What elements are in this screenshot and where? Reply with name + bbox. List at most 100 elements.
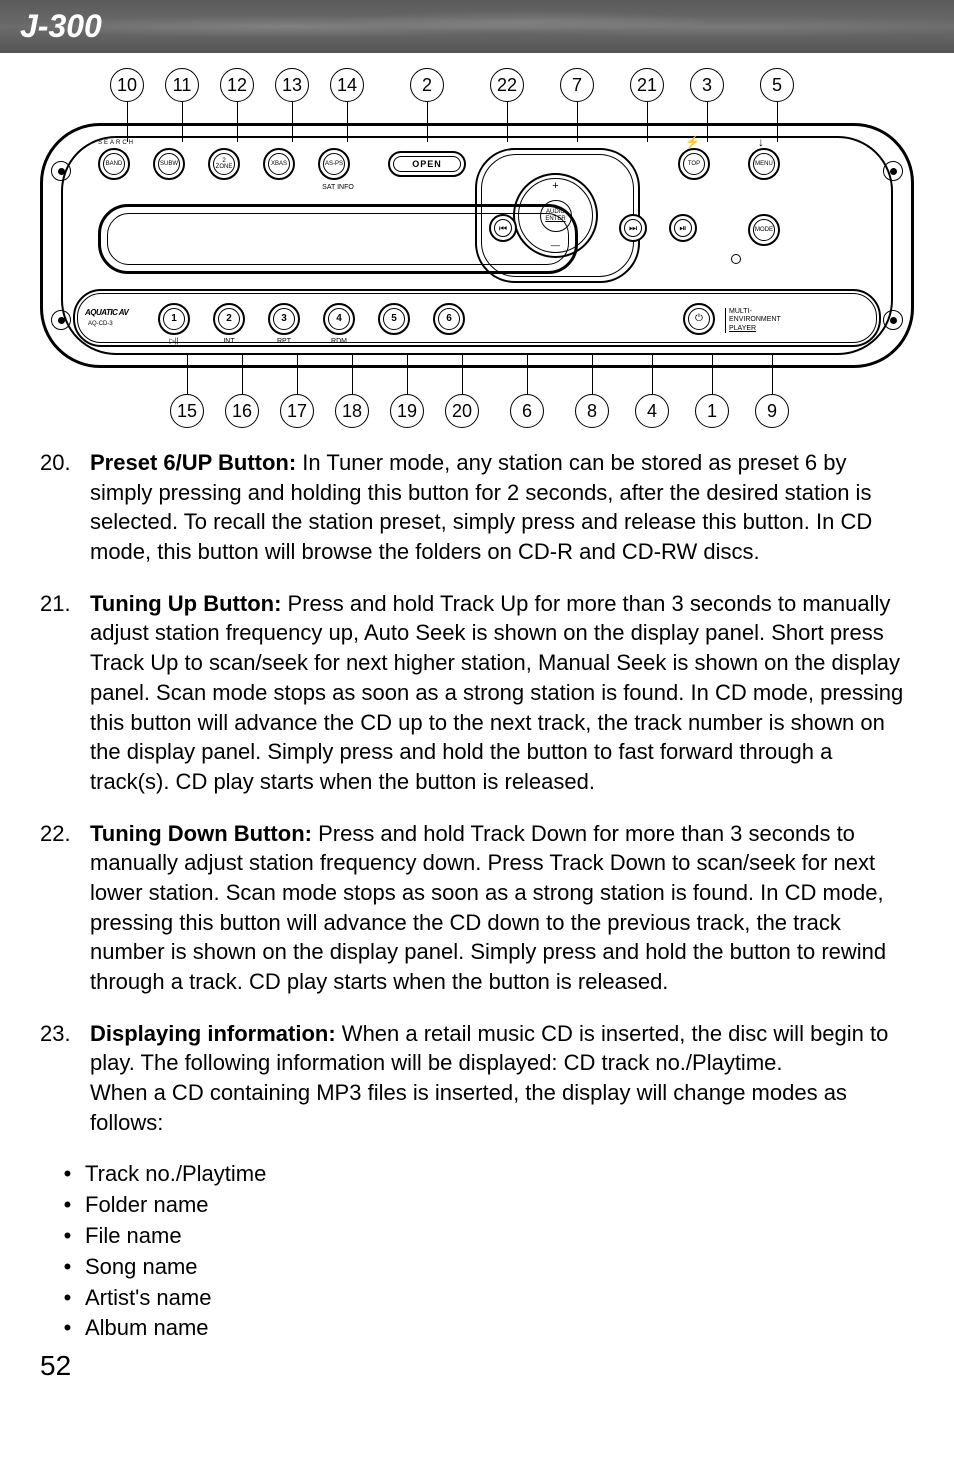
item-title: Preset 6/UP Button:	[90, 450, 296, 475]
nav-icon: ⏭	[624, 219, 642, 237]
preset-4[interactable]: 4	[323, 303, 355, 335]
screw-tr	[883, 161, 903, 181]
brand-label: AQUATIC AV	[85, 308, 128, 317]
preset-label: 1	[163, 308, 185, 330]
mode-knob[interactable]: MODE	[748, 214, 780, 246]
item-title: Tuning Up Button:	[90, 591, 281, 616]
screw-tl	[51, 161, 71, 181]
item-number: 22.	[40, 819, 90, 997]
knob-label: XBAS	[268, 153, 290, 175]
knob-label: 2 ZONE	[213, 153, 235, 175]
callout-row-top: 101112131422272135	[40, 68, 914, 102]
knob-label: BAND	[103, 153, 125, 175]
callout-14: 14	[330, 68, 364, 102]
bullet-item: Song name	[50, 1252, 914, 1283]
power-knob[interactable]: ⏻	[683, 303, 715, 335]
callout-line	[182, 102, 183, 142]
callout-10: 10	[110, 68, 144, 102]
multi-l1: MULTI-	[729, 308, 752, 315]
knob-label: TOP	[683, 153, 705, 175]
callout-line	[772, 354, 773, 394]
callout-4: 4	[635, 394, 669, 428]
screw-bl	[51, 310, 71, 330]
open-button[interactable]: OPEN	[388, 151, 466, 177]
callout-16: 16	[225, 394, 259, 428]
callout-13: 13	[275, 68, 309, 102]
power-icon: ⏻	[695, 314, 703, 324]
item-23: 23.Displaying information: When a retail…	[40, 1019, 914, 1138]
callout-2: 2	[410, 68, 444, 102]
item-title: Tuning Down Button:	[90, 821, 312, 846]
knob-xbas[interactable]: XBAS	[263, 148, 295, 180]
callout-line	[352, 354, 353, 394]
item-21: 21.Tuning Up Button: Press and hold Trac…	[40, 589, 914, 797]
preset-5[interactable]: 5	[378, 303, 410, 335]
knob-menu[interactable]: MENU	[748, 148, 780, 180]
item-number: 20.	[40, 448, 90, 567]
callout-line	[242, 354, 243, 394]
item-20: 20.Preset 6/UP Button: In Tuner mode, an…	[40, 448, 914, 567]
callout-line	[237, 102, 238, 142]
preset-label: 3	[273, 308, 295, 330]
device-panel: SEARCH BANDSUBW2 ZONEXBASAS-PS SAT INFO …	[40, 123, 914, 368]
item-body: Preset 6/UP Button: In Tuner mode, any s…	[90, 448, 914, 567]
callout-18: 18	[335, 394, 369, 428]
antenna-icon-1: ⚡	[685, 136, 700, 148]
callout-19: 19	[390, 394, 424, 428]
callout-3: 3	[690, 68, 724, 102]
device-diagram: 101112131422272135 15161718192068419 SEA…	[40, 68, 914, 428]
knob-top[interactable]: TOP	[678, 148, 710, 180]
callout-line	[297, 354, 298, 394]
callout-line	[527, 354, 528, 394]
knob-label: MENU	[753, 153, 775, 175]
callout-line	[577, 102, 578, 142]
callout-line	[507, 102, 508, 142]
callout-line	[592, 354, 593, 394]
callout-line	[777, 102, 778, 142]
callout-9: 9	[755, 394, 789, 428]
multi-env-label: MULTI- ENVIRONMENT PLAYER	[725, 308, 781, 333]
callout-row-bottom: 15161718192068419	[40, 394, 914, 428]
preset-3[interactable]: 3	[268, 303, 300, 335]
callout-line	[127, 102, 128, 142]
callout-7: 7	[560, 68, 594, 102]
preset-2[interactable]: 2	[213, 303, 245, 335]
knob-as-ps[interactable]: AS-PS	[318, 148, 350, 180]
nav-knob[interactable]: ⏭	[619, 214, 647, 242]
callout-line	[707, 102, 708, 142]
item-body: Displaying information: When a retail mu…	[90, 1019, 914, 1138]
callout-15: 15	[170, 394, 204, 428]
page-number: 52	[40, 1350, 914, 1382]
bullet-item: Track no./Playtime	[50, 1159, 914, 1190]
nav-icon: ⏯	[674, 219, 692, 237]
callout-line	[462, 354, 463, 394]
callout-21: 21	[630, 68, 664, 102]
knob-subw[interactable]: SUBW	[153, 148, 185, 180]
preset-6[interactable]: 6	[433, 303, 465, 335]
search-arc-label: SEARCH	[98, 140, 135, 146]
preset-label: 5	[383, 308, 405, 330]
preset-sublabel: INT	[213, 338, 245, 345]
item-number: 23.	[40, 1019, 90, 1138]
model-name: J-300	[20, 8, 102, 44]
antenna-icon-2: ↓	[758, 136, 764, 148]
callout-1: 1	[695, 394, 729, 428]
preset-label: 2	[218, 308, 240, 330]
screw-br	[883, 310, 903, 330]
knob-band[interactable]: BAND	[98, 148, 130, 180]
bullet-item: File name	[50, 1221, 914, 1252]
knob-2-zone[interactable]: 2 ZONE	[208, 148, 240, 180]
callout-line	[292, 102, 293, 142]
dpad-up-icon: +	[515, 181, 596, 192]
callout-8: 8	[575, 394, 609, 428]
nav-knob[interactable]: ⏯	[669, 214, 697, 242]
item-body: Tuning Down Button: Press and hold Track…	[90, 819, 914, 997]
callout-5: 5	[760, 68, 794, 102]
item-body: Tuning Up Button: Press and hold Track U…	[90, 589, 914, 797]
callout-line	[712, 354, 713, 394]
preset-1[interactable]: 1	[158, 303, 190, 335]
multi-l3: PLAYER	[729, 325, 756, 332]
callout-11: 11	[165, 68, 199, 102]
knob-label: SUBW	[158, 153, 180, 175]
mode-knob-label: MODE	[755, 227, 773, 233]
